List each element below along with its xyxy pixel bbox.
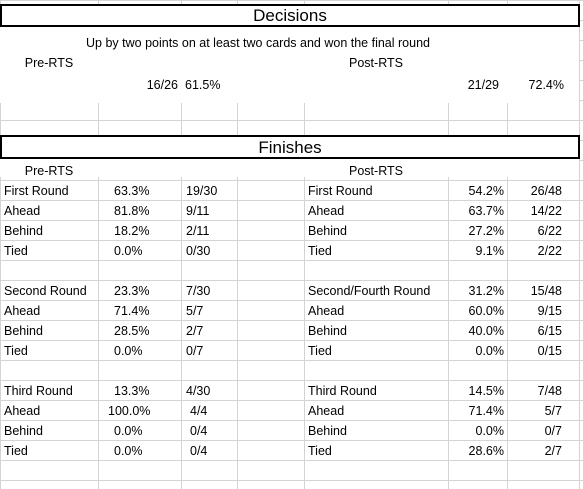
pre-round-pct: 63.3% [114,184,150,198]
post-tied-pct: 28.6% [468,444,504,458]
pre-tied-count: 0/7 [186,344,204,358]
finishes-pre-label: Pre-RTS [24,164,74,178]
post-behind-count: 0/7 [544,424,562,438]
pre-tied-label: Tied [4,444,28,458]
pre-round-count: 19/30 [186,184,218,198]
post-behind-pct: 40.0% [468,324,504,338]
column-divider [507,0,508,489]
post-round-pct: 14.5% [468,384,504,398]
pre-behind-pct: 18.2% [114,224,150,238]
post-ahead-label: Ahead [308,204,345,218]
column-divider [98,0,99,489]
pre-round-pct: 23.3% [114,284,150,298]
post-ahead-label: Ahead [308,304,345,318]
column-divider [237,0,238,489]
finishes-post-label: Post-RTS [349,164,403,178]
post-behind-pct: 0.0% [475,424,505,438]
post-round-count: 15/48 [530,284,562,298]
pre-round-label: First Round [4,184,69,198]
post-tied-pct: 9.1% [475,244,505,258]
pre-ahead-pct: 100.0% [108,404,151,418]
decisions-post-label: Post-RTS [349,56,403,70]
post-tied-label: Tied [308,444,332,458]
post-round-label: First Round [308,184,373,198]
pre-ahead-label: Ahead [4,404,41,418]
finishes-title: Finishes [0,135,580,159]
pre-ahead-count: 4/4 [190,404,208,418]
decisions-title: Decisions [0,4,580,27]
pre-tied-pct: 0.0% [114,444,143,458]
pre-ahead-pct: 71.4% [114,304,150,318]
finishes-label-row [0,158,579,177]
post-tied-label: Tied [308,344,332,358]
decisions-pre-label: Pre-RTS [24,56,74,70]
pre-behind-label: Behind [4,224,43,238]
post-behind-label: Behind [308,224,347,238]
pre-behind-pct: 28.5% [114,324,150,338]
pre-ahead-count: 5/7 [186,304,204,318]
pre-tied-pct: 0.0% [114,344,143,358]
post-tied-pct: 0.0% [475,344,505,358]
post-ahead-label: Ahead [308,404,345,418]
pre-ahead-count: 9/11 [186,204,210,218]
column-divider [181,0,182,489]
pre-behind-count: 2/11 [186,224,210,238]
post-ahead-pct: 60.0% [468,304,504,318]
pre-tied-count: 0/4 [190,444,208,458]
post-round-pct: 54.2% [468,184,504,198]
post-behind-pct: 27.2% [468,224,504,238]
decisions-pre-count: 16/26 [146,78,178,92]
post-tied-count: 0/15 [537,344,562,358]
post-tied-count: 2/7 [544,444,562,458]
post-ahead-count: 14/22 [530,204,562,218]
post-tied-count: 2/22 [537,244,562,258]
pre-behind-label: Behind [4,324,43,338]
column-divider [579,0,580,489]
post-ahead-count: 5/7 [544,404,562,418]
pre-round-pct: 13.3% [114,384,150,398]
pre-tied-label: Tied [4,344,28,358]
pre-behind-label: Behind [4,424,43,438]
pre-tied-label: Tied [4,244,28,258]
post-round-label: Third Round [308,384,377,398]
post-behind-count: 6/22 [537,224,562,238]
pre-round-count: 4/30 [186,384,211,398]
pre-round-count: 7/30 [186,284,211,298]
post-behind-count: 6/15 [537,324,562,338]
post-behind-label: Behind [308,324,347,338]
pre-round-label: Third Round [4,384,73,398]
post-round-count: 7/48 [537,384,562,398]
pre-behind-pct: 0.0% [114,424,143,438]
post-ahead-pct: 71.4% [468,404,504,418]
decisions-post-count: 21/29 [467,78,499,92]
decisions-merged-area [0,24,579,103]
pre-tied-pct: 0.0% [114,244,143,258]
column-divider [304,0,305,489]
pre-ahead-pct: 81.8% [114,204,150,218]
pre-behind-count: 0/4 [190,424,208,438]
post-round-count: 26/48 [530,184,562,198]
pre-round-label: Second Round [4,284,87,298]
column-divider [448,0,449,489]
pre-ahead-label: Ahead [4,304,41,318]
pre-tied-count: 0/30 [186,244,211,258]
decisions-pre-pct: 61.5% [185,78,221,92]
decisions-post-pct: 72.4% [528,78,564,92]
post-ahead-pct: 63.7% [468,204,504,218]
post-round-pct: 31.2% [468,284,504,298]
decisions-subtitle: Up by two points on at least two cards a… [86,36,430,50]
post-behind-label: Behind [308,424,347,438]
pre-behind-count: 2/7 [186,324,204,338]
post-round-label: Second/Fourth Round [308,284,431,298]
post-ahead-count: 9/15 [537,304,562,318]
pre-ahead-label: Ahead [4,204,41,218]
post-tied-label: Tied [308,244,332,258]
